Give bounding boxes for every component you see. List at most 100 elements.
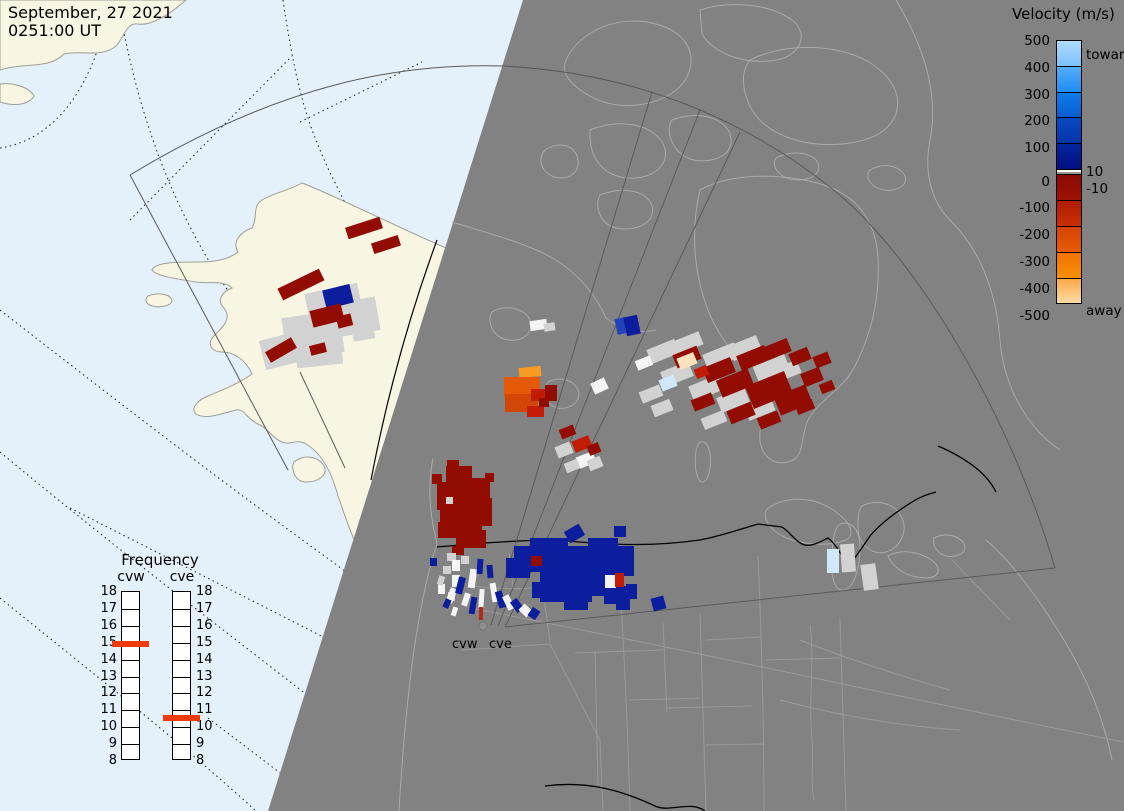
frequency-tick-line bbox=[122, 659, 139, 661]
data-cell-dr bbox=[690, 392, 716, 412]
frequency-label-cvw-17: 17 bbox=[100, 600, 117, 616]
frequency-tick-line bbox=[122, 625, 139, 627]
data-cell-nb bbox=[506, 558, 530, 578]
radar-site-dot bbox=[478, 621, 488, 631]
frequency-label-cve-14: 14 bbox=[196, 651, 213, 667]
data-cell-gs bbox=[688, 374, 724, 402]
data-cell-lb bbox=[658, 374, 678, 392]
data-cell-nb bbox=[612, 546, 634, 576]
velocity-tick-400: 400 bbox=[1024, 59, 1050, 76]
data-cell-rd bbox=[571, 435, 593, 453]
frequency-tick-line bbox=[173, 659, 190, 661]
data-cell-dr bbox=[485, 473, 494, 482]
data-cell-rd bbox=[615, 573, 624, 587]
colorbar-segment-toward-4 bbox=[1056, 143, 1082, 170]
data-cell-pe bbox=[676, 352, 698, 370]
fov-lines bbox=[129, 65, 1056, 628]
velocity-tick-0: 0 bbox=[1041, 173, 1050, 190]
frequency-label-cve-10: 10 bbox=[196, 719, 213, 735]
colorbar-segment-toward-0 bbox=[1056, 40, 1082, 67]
data-cell-dr bbox=[800, 366, 824, 388]
data-cell-dr bbox=[773, 384, 813, 416]
data-cell-lb bbox=[827, 549, 839, 573]
velocity-tick--200: -200 bbox=[1019, 227, 1050, 244]
data-cell-dr bbox=[309, 342, 327, 356]
data-cell-gs bbox=[586, 455, 604, 472]
velocity-tick-200: 200 bbox=[1024, 113, 1050, 130]
frequency-label-cvw-14: 14 bbox=[100, 651, 117, 667]
site-label-cvw: cvw bbox=[452, 637, 478, 652]
data-cell-ob bbox=[518, 365, 542, 379]
toward-label: toward bbox=[1086, 47, 1124, 63]
data-cell-nb bbox=[442, 598, 452, 609]
data-cell-gs bbox=[447, 553, 456, 561]
data-cell-nb bbox=[564, 594, 588, 610]
frequency-col-label-cvw: cvw bbox=[117, 569, 145, 585]
data-cell-rd2 bbox=[478, 606, 484, 621]
frequency-tick-line bbox=[173, 608, 190, 610]
data-cell-nb bbox=[476, 558, 484, 575]
frequency-marker-cvw bbox=[112, 641, 149, 648]
data-cell-nb bbox=[527, 606, 541, 621]
data-cell-dr bbox=[715, 368, 755, 398]
colorbar-segment-away-0 bbox=[1056, 174, 1082, 202]
fov-west-edge-2 bbox=[299, 371, 346, 469]
alaska-yukon-border bbox=[370, 239, 438, 481]
velocity-tick--100: -100 bbox=[1019, 200, 1050, 217]
fov-east-bottom-edge bbox=[504, 567, 1056, 628]
frequency-label-cvw-8: 8 bbox=[108, 753, 117, 768]
data-cell-wh bbox=[590, 377, 609, 395]
frequency-label-cve-18: 18 bbox=[196, 584, 213, 599]
data-cell-wh bbox=[438, 584, 445, 594]
data-cell-dr bbox=[788, 346, 812, 367]
frequency-label-cve-9: 9 bbox=[196, 736, 205, 752]
data-cell-rd bbox=[527, 406, 544, 417]
frequency-label-cve-15: 15 bbox=[196, 634, 213, 650]
data-cell-dr bbox=[818, 379, 836, 395]
data-cell-dr bbox=[812, 351, 832, 369]
data-cell-nb bbox=[455, 576, 466, 595]
frequency-label-cve-8: 8 bbox=[196, 753, 205, 768]
colorbar-segment-toward-3 bbox=[1056, 117, 1082, 145]
land-kodiak bbox=[292, 456, 326, 483]
frequency-tick-line bbox=[122, 693, 139, 695]
data-cell-wh bbox=[575, 451, 597, 469]
state-borders bbox=[461, 552, 1124, 811]
data-cell-nb bbox=[563, 523, 586, 544]
data-cell-gs bbox=[294, 339, 344, 369]
data-cell-gs bbox=[672, 331, 704, 355]
data-cell-dr bbox=[335, 313, 354, 329]
land-chukotka-islet bbox=[0, 83, 35, 105]
data-cell-dr bbox=[586, 442, 602, 456]
data-cell-rd bbox=[693, 364, 710, 380]
data-cell-dr bbox=[539, 398, 549, 407]
data-cell-gs bbox=[728, 334, 762, 362]
data-cell-dr bbox=[545, 385, 557, 401]
colorbar-segment-toward-1 bbox=[1056, 65, 1082, 93]
data-cell-dr bbox=[370, 234, 402, 255]
velocity-tick--500: -500 bbox=[1019, 307, 1050, 324]
data-cell-gs bbox=[350, 320, 376, 342]
data-cell-dr bbox=[794, 398, 816, 416]
velocity-colorbar bbox=[1056, 40, 1082, 305]
fov-outer-arc bbox=[129, 65, 1056, 569]
data-cell-gs bbox=[638, 384, 664, 404]
frequency-label-cve-13: 13 bbox=[196, 668, 213, 684]
ground-scatter-lower-label: -10 bbox=[1086, 181, 1109, 197]
data-cell-wh bbox=[634, 355, 654, 371]
data-cell-wh bbox=[529, 318, 548, 332]
velocity-tick--300: -300 bbox=[1019, 253, 1050, 270]
land-chukotka bbox=[0, 0, 187, 71]
velocity-tick-500: 500 bbox=[1024, 33, 1050, 49]
data-cell-gs bbox=[860, 563, 879, 591]
frequency-tick-line bbox=[173, 693, 190, 695]
velocity-legend-title: Velocity (m/s) bbox=[1012, 5, 1115, 23]
frequency-bar-cvw bbox=[121, 591, 140, 760]
frequency-label-cvw-12: 12 bbox=[100, 685, 117, 701]
data-cell-wh bbox=[452, 560, 460, 571]
frequency-bar-cve bbox=[172, 591, 191, 760]
data-cell-dr bbox=[309, 303, 345, 328]
frequency-tick-line bbox=[173, 710, 190, 712]
